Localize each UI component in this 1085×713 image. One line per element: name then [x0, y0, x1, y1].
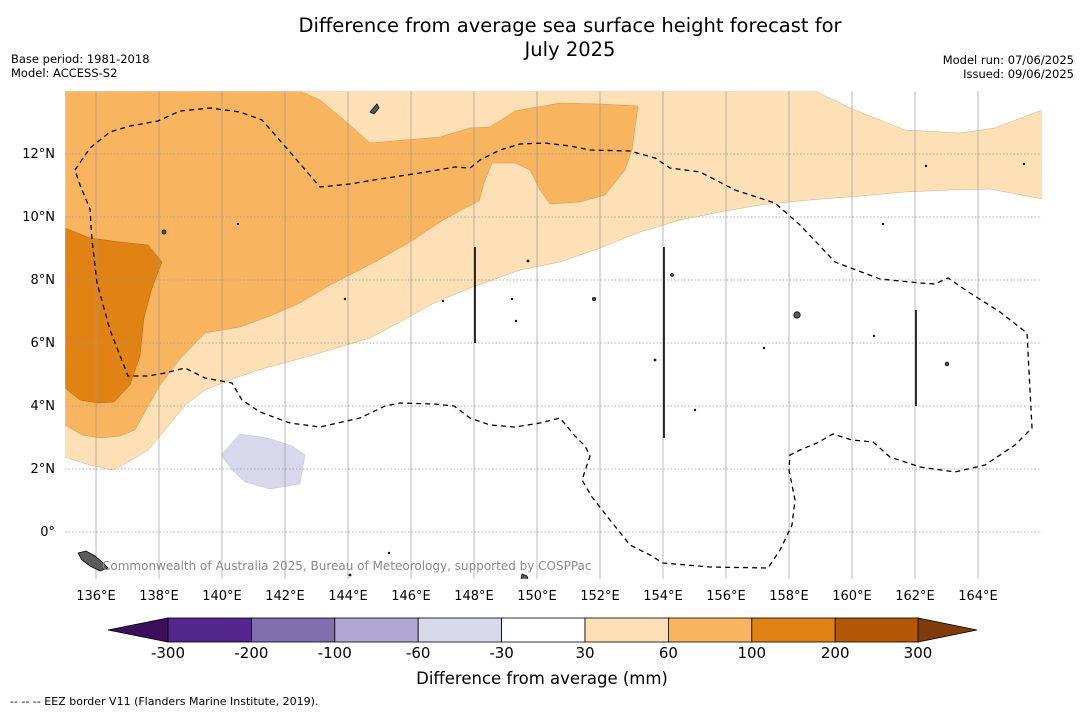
colorbar-tick: -60 — [406, 644, 431, 662]
issued-date: Issued: 09/06/2025 — [963, 67, 1074, 81]
colorbar-swatch — [834, 617, 920, 643]
colorbar — [107, 617, 978, 643]
eez-border — [74, 107, 1033, 569]
eez-footnote: -- -- -- EEZ border V11 (Flanders Marine… — [10, 695, 319, 708]
title-line-2: July 2025 — [524, 38, 616, 61]
islands — [77, 103, 1026, 579]
graticule — [65, 91, 1042, 579]
colorbar-tick: -30 — [489, 644, 514, 662]
lat-label: 0° — [40, 525, 55, 540]
map-area — [65, 91, 1042, 579]
colorbar-extend-high — [917, 617, 978, 643]
anomaly-60-100-region — [65, 91, 639, 439]
map-frame — [64, 90, 1043, 580]
colorbar-tick: 30 — [575, 644, 594, 662]
lon-label: 156°E — [706, 589, 746, 604]
title-line-1: Difference from average sea surface heig… — [298, 14, 842, 37]
map-title: Difference from average sea surface heig… — [0, 14, 1085, 62]
longitude-labels: 136°E 138°E 140°E 142°E 144°E 146°E 148°… — [76, 589, 998, 604]
lon-label: 150°E — [517, 589, 557, 604]
lat-label: 12°N — [22, 147, 55, 162]
credit-text: Commonwealth of Australia 2025, Bureau o… — [102, 559, 592, 573]
colorbar-extend-low — [107, 617, 169, 643]
colorbar-swatch — [501, 617, 586, 643]
model-run: Model run: 07/06/2025 — [942, 53, 1074, 67]
lon-label: 144°E — [328, 589, 368, 604]
colorbar-swatch — [751, 617, 836, 643]
lon-label: 138°E — [139, 589, 179, 604]
lon-label: 146°E — [391, 589, 431, 604]
colorbar-swatch — [668, 617, 753, 643]
colorbar-tick: -200 — [234, 644, 268, 662]
colorbar-swatch — [250, 617, 336, 643]
colorbar-tick: 60 — [659, 644, 678, 662]
lon-label: 148°E — [454, 589, 494, 604]
anomaly-100-200-region — [65, 227, 163, 404]
colorbar-swatch — [584, 617, 669, 643]
meta-right: Model run: 07/06/2025 Issued: 09/06/2025 — [943, 53, 1074, 81]
lon-label: 142°E — [265, 589, 305, 604]
lon-label: 152°E — [580, 589, 620, 604]
lat-label: 6°N — [31, 336, 56, 351]
latitude-labels: 12°N 10°N 8°N 6°N 4°N 2°N 0° — [22, 147, 55, 540]
base-period: Base period: 1981-2018 — [11, 52, 150, 66]
lat-label: 2°N — [31, 462, 56, 477]
lon-label: 158°E — [769, 589, 809, 604]
lat-label: 8°N — [31, 273, 56, 288]
colorbar-tick: -300 — [151, 644, 185, 662]
lon-label: 140°E — [202, 589, 242, 604]
boundary-segments — [474, 247, 917, 438]
colorbar-swatch — [334, 617, 419, 643]
lat-label: 10°N — [22, 210, 55, 225]
lat-label: 4°N — [31, 399, 56, 414]
meta-left: Base period: 1981-2018 Model: ACCESS-S2 — [11, 52, 150, 80]
colorbar-title: Difference from average (mm) — [416, 669, 668, 688]
lon-label: 164°E — [958, 589, 998, 604]
colorbar-tick: -100 — [318, 644, 352, 662]
colorbar-tick-labels: -300 -200 -100 -60 -30 30 60 100 200 300 — [151, 644, 932, 662]
lon-label: 162°E — [895, 589, 935, 604]
colorbar-swatch — [167, 617, 252, 643]
lon-label: 160°E — [832, 589, 872, 604]
lon-label: 136°E — [76, 589, 116, 604]
lon-label: 154°E — [643, 589, 683, 604]
colorbar-tick: 100 — [737, 644, 766, 662]
colorbar-tick: 200 — [821, 644, 850, 662]
colorbar-tick: 300 — [904, 644, 933, 662]
colorbar-swatch — [417, 617, 503, 643]
model-name: Model: ACCESS-S2 — [11, 66, 118, 80]
